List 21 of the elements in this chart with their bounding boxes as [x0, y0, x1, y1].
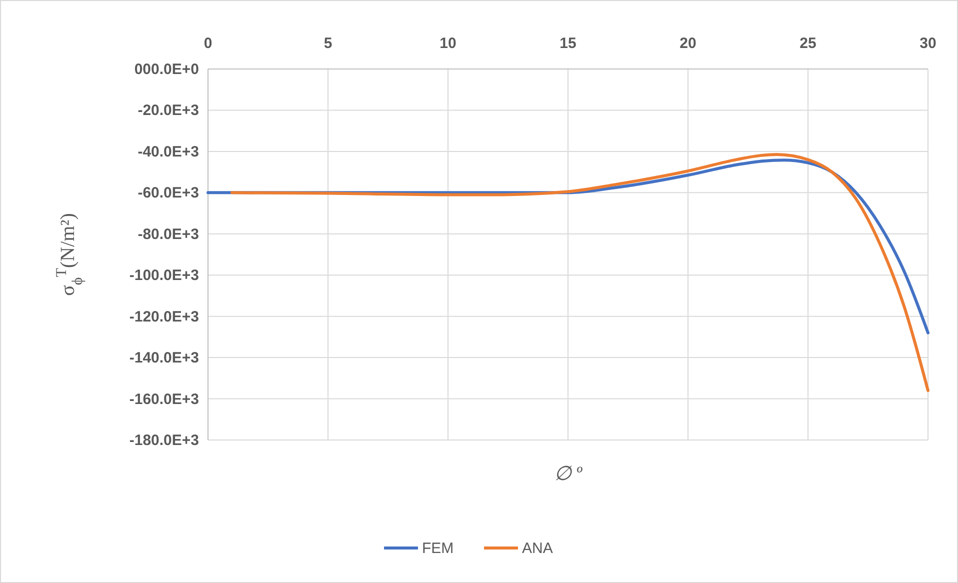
x-tick-label: 0	[204, 35, 212, 52]
y-tick-label: -120.0E+3	[129, 308, 199, 326]
y-tick-label: -40.0E+3	[138, 143, 199, 160]
x-tick-label: 5	[324, 35, 332, 52]
x-tick-label: 25	[800, 35, 816, 52]
x-tick-label: 20	[680, 35, 696, 52]
y-tick-label: -80.0E+3	[138, 226, 199, 243]
y-tick-label: -60.0E+3	[138, 184, 199, 202]
y-tick-label: -180.0E+3	[129, 432, 199, 449]
y-tick-label: -160.0E+3	[129, 390, 199, 408]
legend-label: FEM	[422, 540, 454, 557]
y-tick-label: -20.0E+3	[138, 102, 199, 120]
x-axis-title: ∅ º	[554, 463, 583, 485]
y-tick-label: -140.0E+3	[129, 350, 199, 367]
x-tick-label: 15	[560, 35, 576, 52]
x-tick-label: 30	[920, 35, 936, 52]
y-tick-label: 000.0E+0	[134, 61, 199, 78]
x-tick-label: 10	[440, 35, 456, 52]
legend-label: ANA	[522, 540, 553, 557]
y-tick-label: -100.0E+3	[129, 267, 199, 284]
line-series	[230, 153, 930, 392]
